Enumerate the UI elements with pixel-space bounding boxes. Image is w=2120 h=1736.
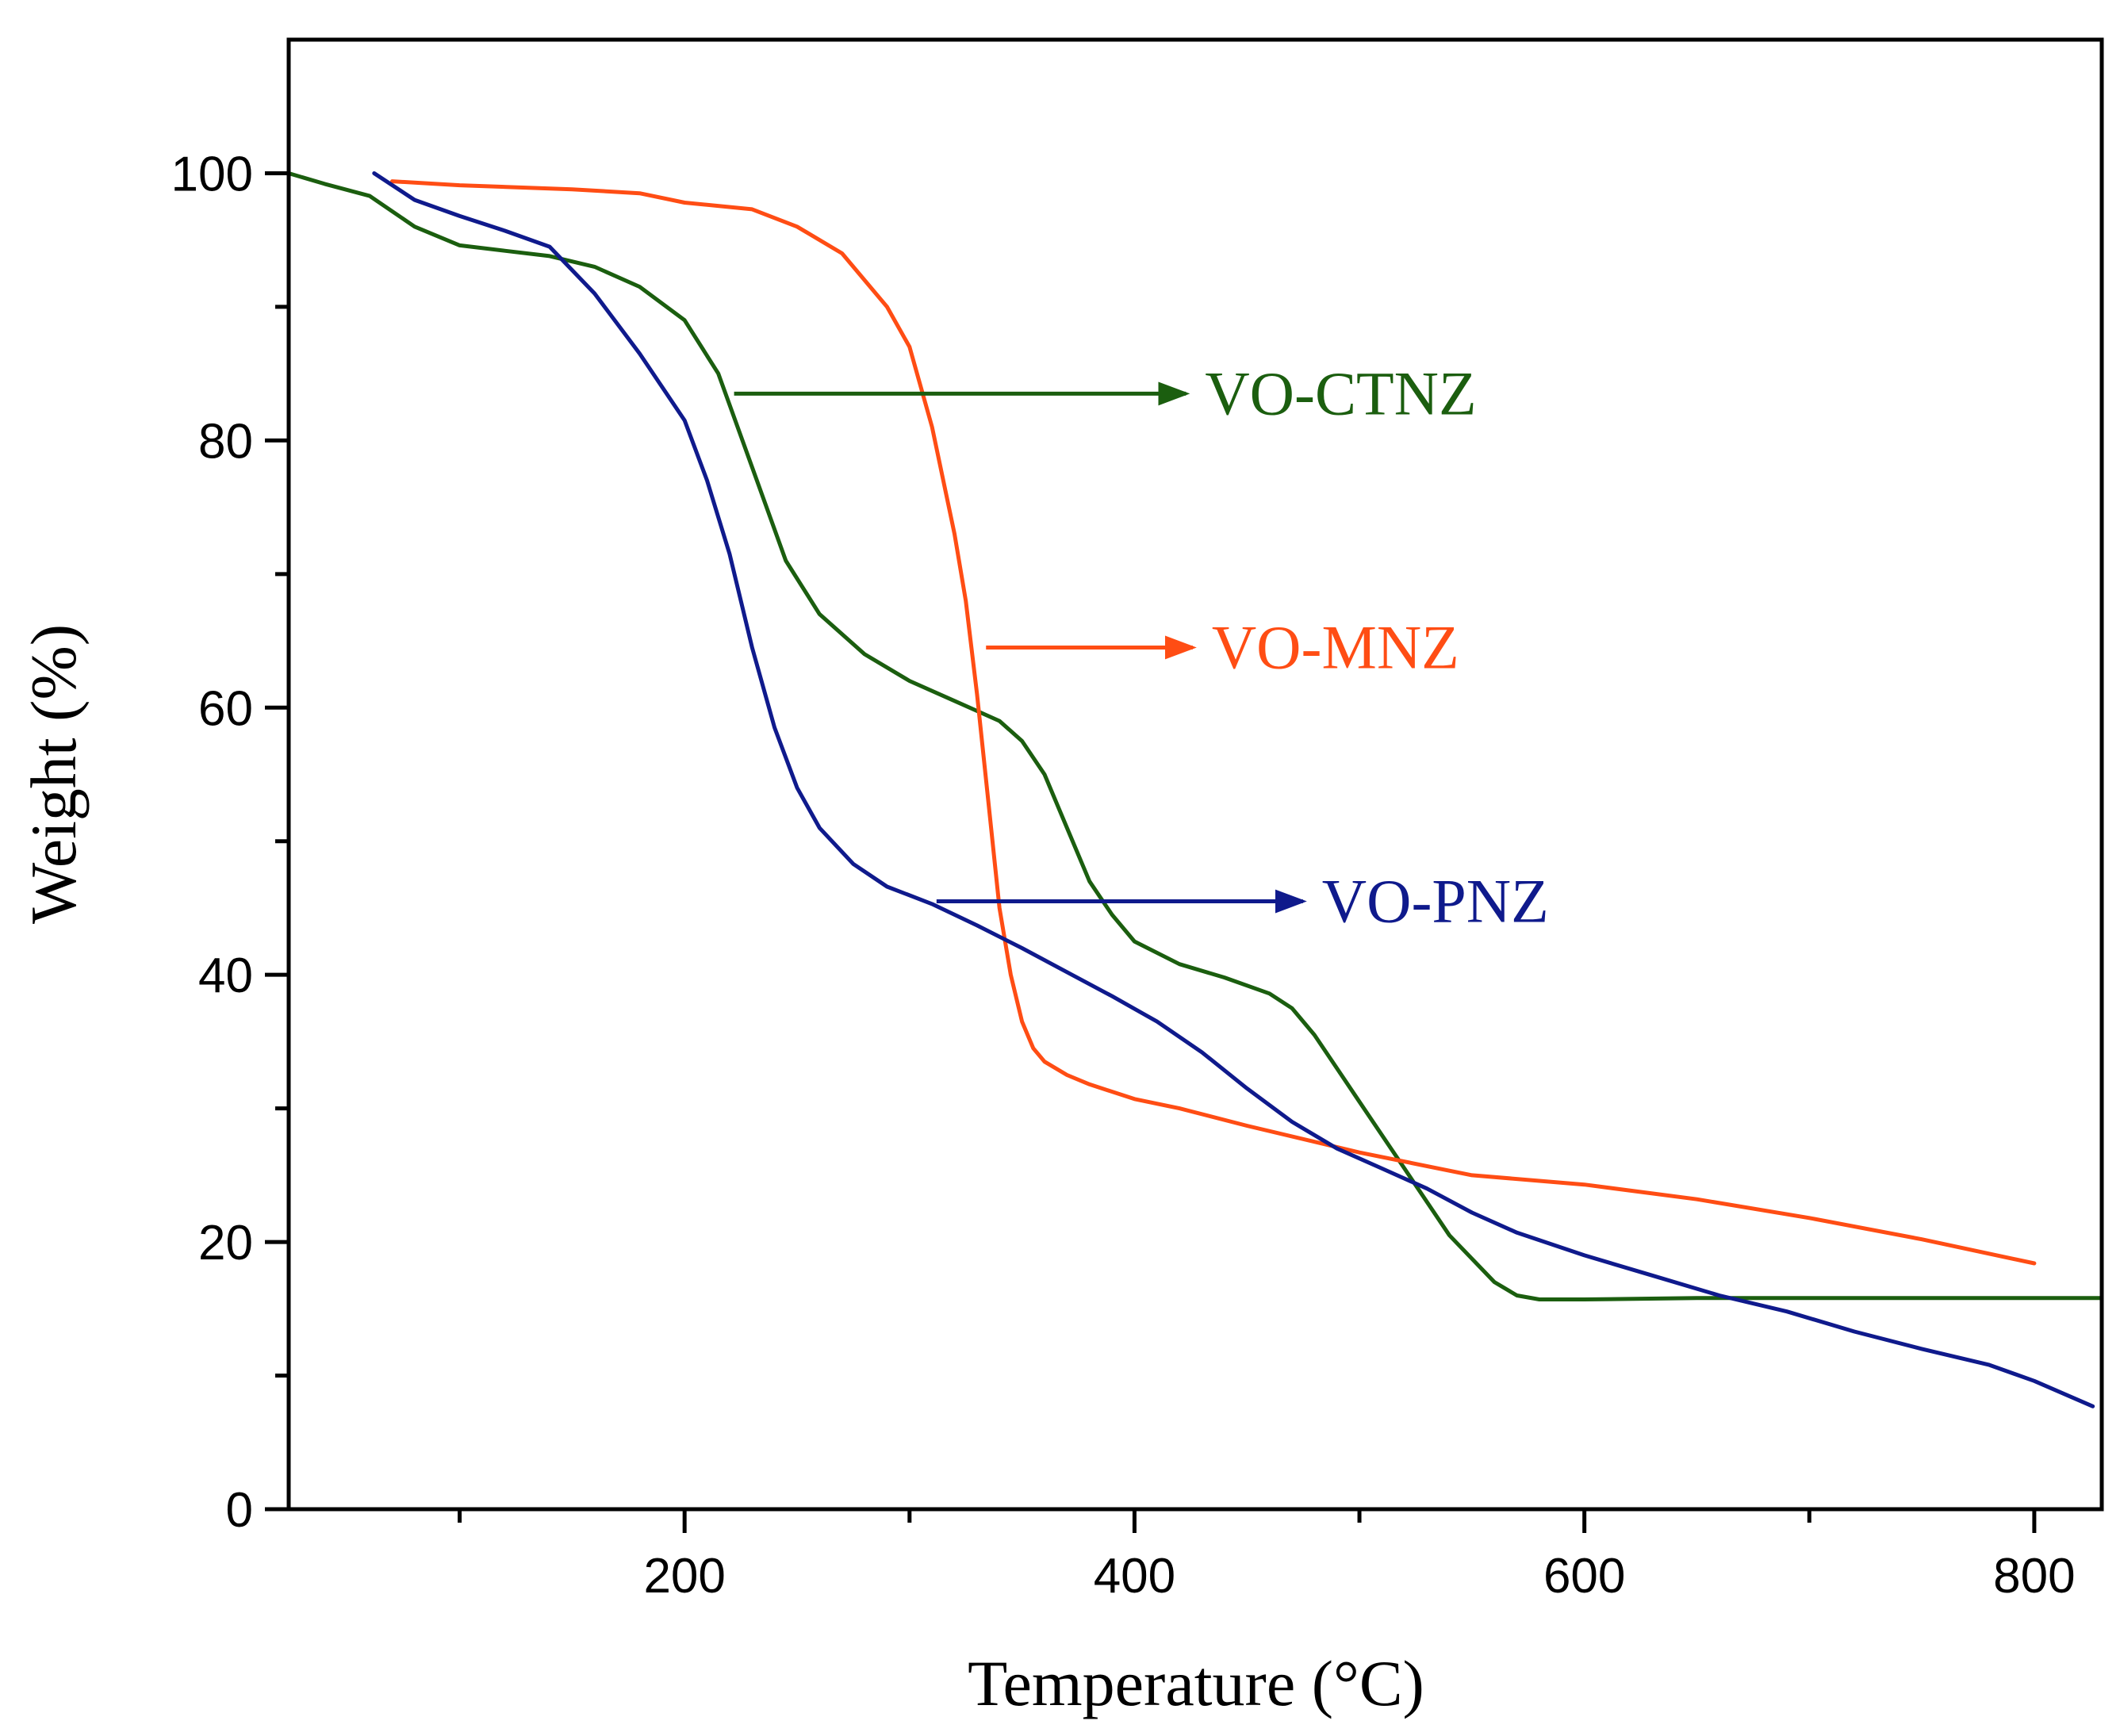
x-tick-label: 200 [643,1549,725,1604]
plot-frame [286,37,2104,1512]
series-line-vo-ctnz [286,171,2104,1301]
x-axis-title: Temperature (°C) [968,1647,1424,1719]
y-tick-label: 80 [198,414,253,469]
y-tick-label: 20 [198,1216,253,1270]
series-layer [286,171,2104,1408]
x-tick-label: 400 [1094,1549,1175,1604]
annotation-label-vo-mnz: VO-MNZ [1212,612,1459,681]
series-line-vo-pnz [372,171,2095,1408]
annotation-label-vo-pnz: VO-PNZ [1322,867,1549,936]
annotation-label-vo-ctnz: VO-CTNZ [1205,358,1476,427]
y-tick-label: 100 [171,147,253,201]
y-tick-label: 60 [198,681,253,736]
x-tick-label: 600 [1543,1549,1625,1604]
series-line-vo-mnz [390,179,2037,1266]
x-tick-label: 800 [1993,1549,2075,1604]
tick-layer: 200 400 600 800 0 20 40 60 80 100 [171,147,2076,1604]
annotation-layer: VO-CTNZ VO-MNZ VO-PNZ [734,358,1549,936]
y-axis-title: Weight (%) [17,624,90,924]
y-tick-label: 40 [198,948,253,1003]
y-tick-label: 0 [226,1483,253,1538]
